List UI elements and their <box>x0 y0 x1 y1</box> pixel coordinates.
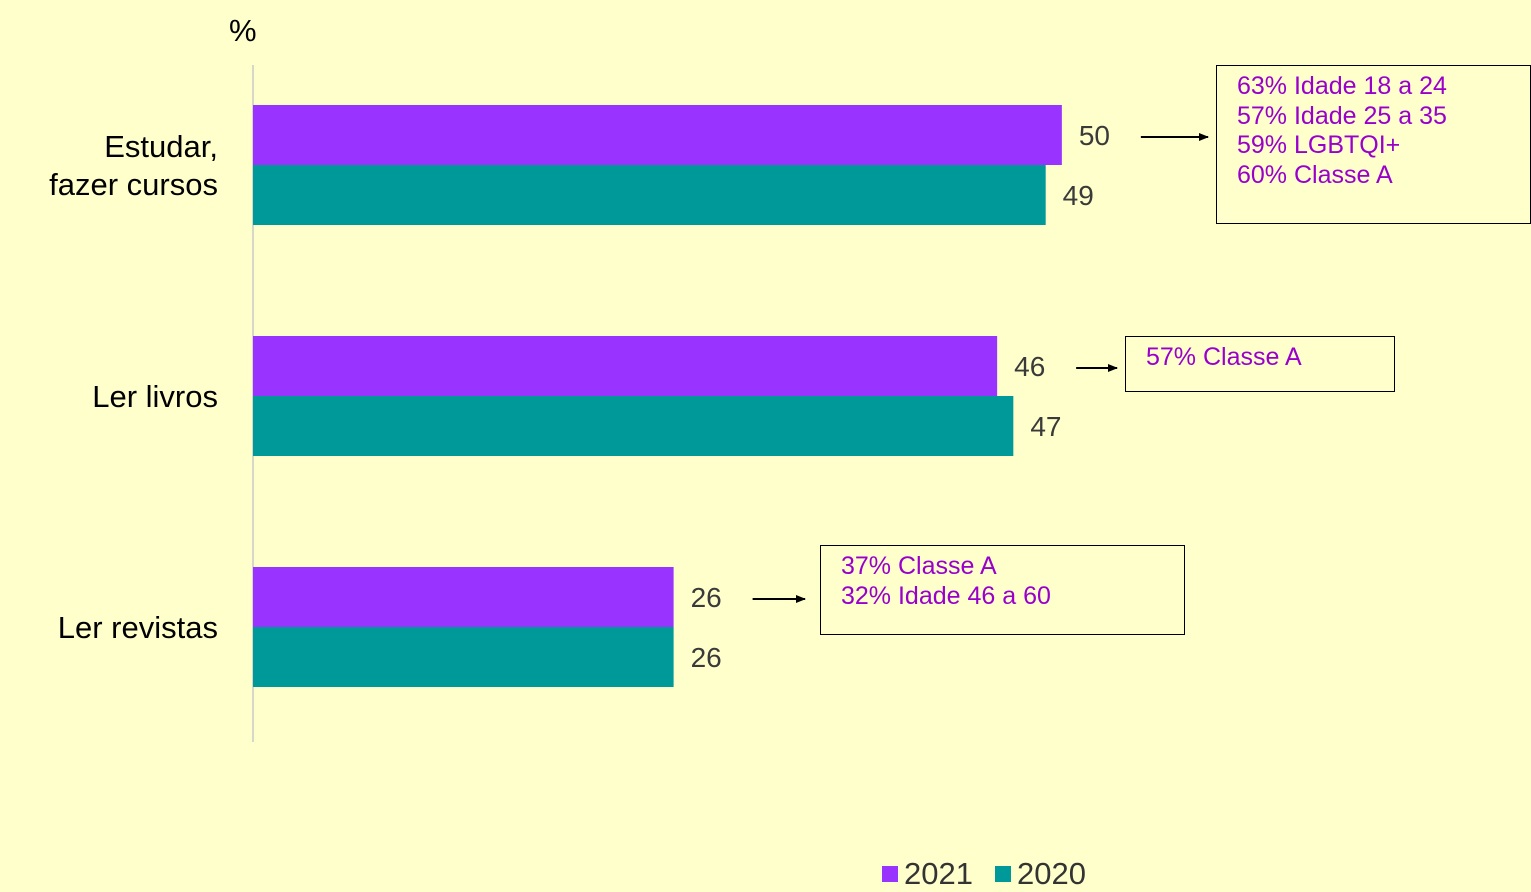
category-label-livros: Ler livros <box>92 379 218 414</box>
annotation-box-livros: 57% Classe A <box>1125 336 1395 392</box>
value-label-revistas-2021: 26 <box>691 582 722 613</box>
unit-label: % <box>229 13 257 48</box>
annotation-box-estudar: 63% Idade 18 a 24 57% Idade 25 a 35 59% … <box>1216 65 1531 224</box>
bar-revistas-2020 <box>253 627 674 687</box>
annotation-line: 63% Idade 18 a 24 <box>1237 72 1447 100</box>
legend-label-2020: 2020 <box>1016 856 1086 891</box>
bar-estudar-2020 <box>253 165 1046 225</box>
legend: 2021 2020 <box>882 856 1086 892</box>
legend-label-2021: 2021 <box>904 856 973 891</box>
bar-revistas-2021 <box>253 567 674 627</box>
category-label-revistas: Ler revistas <box>58 610 218 645</box>
legend-item-2020: 2020 <box>994 856 1086 892</box>
bars-layer <box>253 105 1062 687</box>
legend-swatch-2020 <box>994 866 1011 882</box>
legend-item-2021: 2021 <box>882 856 973 892</box>
legend-swatch-2021 <box>882 866 898 882</box>
annotation-line: 60% Classe A <box>1237 160 1393 189</box>
labels-layer: Estudar, fazer cursos 50 49 Ler livros 46 47 Le… <box>49 120 1110 673</box>
bar-livros-2021 <box>253 336 998 396</box>
arrows-layer <box>752 133 1209 603</box>
bar-estudar-2021 <box>253 105 1062 165</box>
category-label-estudar: Estudar, fazer cursos <box>49 129 218 202</box>
annotation-line: 32% Idade 46 a 60 <box>841 581 1051 610</box>
value-label-estudar-2020: 49 <box>1063 180 1094 211</box>
value-label-livros-2021: 46 <box>1014 351 1045 382</box>
annotation-line: 57% Idade 25 a 35 <box>1237 101 1447 130</box>
annotation-line: 57% Classe A <box>1146 343 1302 371</box>
annotation-line: 37% Classe A <box>841 552 997 580</box>
value-label-livros-2020: 47 <box>1030 411 1061 442</box>
value-label-estudar-2021: 50 <box>1079 120 1110 151</box>
bar-livros-2020 <box>253 396 1014 456</box>
annotation-box-revistas: 37% Classe A 32% Idade 46 a 60 <box>820 545 1185 635</box>
annotation-line: 59% LGBTQI+ <box>1237 131 1401 159</box>
value-label-revistas-2020: 26 <box>691 642 722 673</box>
